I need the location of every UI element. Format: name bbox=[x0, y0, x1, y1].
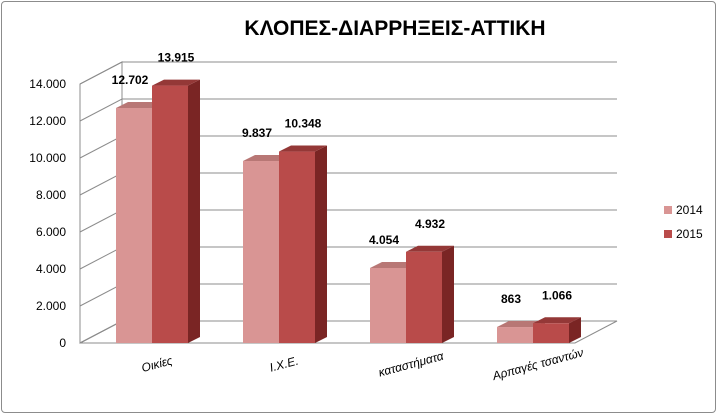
bar-front bbox=[497, 327, 533, 343]
bar-side bbox=[315, 145, 327, 343]
bar-front bbox=[116, 108, 152, 343]
bar-top bbox=[279, 145, 327, 152]
bar bbox=[406, 245, 454, 343]
data-label: 1.066 bbox=[542, 288, 572, 302]
y-tick-label: 4.000 bbox=[36, 262, 66, 276]
side-wall bbox=[79, 61, 123, 344]
legend-swatch bbox=[664, 206, 672, 214]
legend-item: 2015 bbox=[664, 227, 703, 241]
data-label: 9.837 bbox=[242, 126, 272, 140]
bars bbox=[116, 79, 581, 343]
bar-top bbox=[406, 245, 454, 252]
x-tick-label: Αρπαγές τσαντών bbox=[490, 345, 585, 383]
legend-label: 2014 bbox=[676, 203, 703, 217]
gridline bbox=[79, 61, 617, 85]
data-label: 12.702 bbox=[112, 73, 149, 87]
y-tick-label: 14.000 bbox=[29, 77, 66, 91]
y-tick-label: 2.000 bbox=[36, 299, 66, 313]
bar bbox=[279, 145, 327, 343]
data-label: 863 bbox=[501, 292, 521, 306]
y-tick-label: 8.000 bbox=[36, 188, 66, 202]
x-tick-label: Οικίες bbox=[140, 353, 174, 375]
data-labels: 12.702 13.915 9.837 10.348 4.054 4.932 863 1.06… bbox=[112, 51, 573, 306]
bar-front bbox=[152, 85, 188, 343]
bar-side bbox=[569, 317, 581, 343]
x-tick-label: καταστήματα bbox=[377, 348, 446, 379]
bar bbox=[533, 317, 581, 343]
bar-front bbox=[243, 161, 279, 343]
bar-front bbox=[533, 323, 569, 343]
legend-item: 2014 bbox=[664, 203, 703, 217]
data-label: 13.915 bbox=[158, 51, 195, 65]
bar bbox=[152, 79, 200, 343]
bar-front bbox=[406, 251, 442, 343]
gridline bbox=[79, 98, 617, 122]
bar-front bbox=[279, 151, 315, 343]
bar-side bbox=[442, 245, 454, 343]
y-tick-label: 10.000 bbox=[29, 151, 66, 165]
data-label: 4.932 bbox=[415, 217, 445, 231]
y-tick-label: 0 bbox=[59, 336, 66, 350]
legend: 2014 2015 bbox=[664, 203, 703, 241]
bar-top bbox=[152, 79, 200, 86]
data-label: 10.348 bbox=[285, 117, 322, 131]
bar-side bbox=[188, 79, 200, 343]
chart-title: ΚΛΟΠΕΣ-ΔΙΑΡΡΗΞΕΙΣ-ΑΤΤΙΚΗ bbox=[244, 17, 545, 40]
x-tick-label: Ι.Χ.Ε. bbox=[268, 354, 300, 375]
y-axis: 0 2.000 4.000 6.000 8.000 10.000 12.000 14.000 bbox=[29, 77, 66, 350]
y-tick-label: 12.000 bbox=[29, 114, 66, 128]
legend-label: 2015 bbox=[676, 227, 703, 241]
y-tick-label: 6.000 bbox=[36, 225, 66, 239]
x-axis: Οικίες Ι.Χ.Ε. καταστήματα Αρπαγές τσαντών bbox=[140, 345, 585, 383]
data-label: 4.054 bbox=[369, 233, 399, 247]
bar-front bbox=[370, 268, 406, 343]
legend-swatch bbox=[664, 230, 672, 238]
bar-top bbox=[533, 317, 581, 324]
